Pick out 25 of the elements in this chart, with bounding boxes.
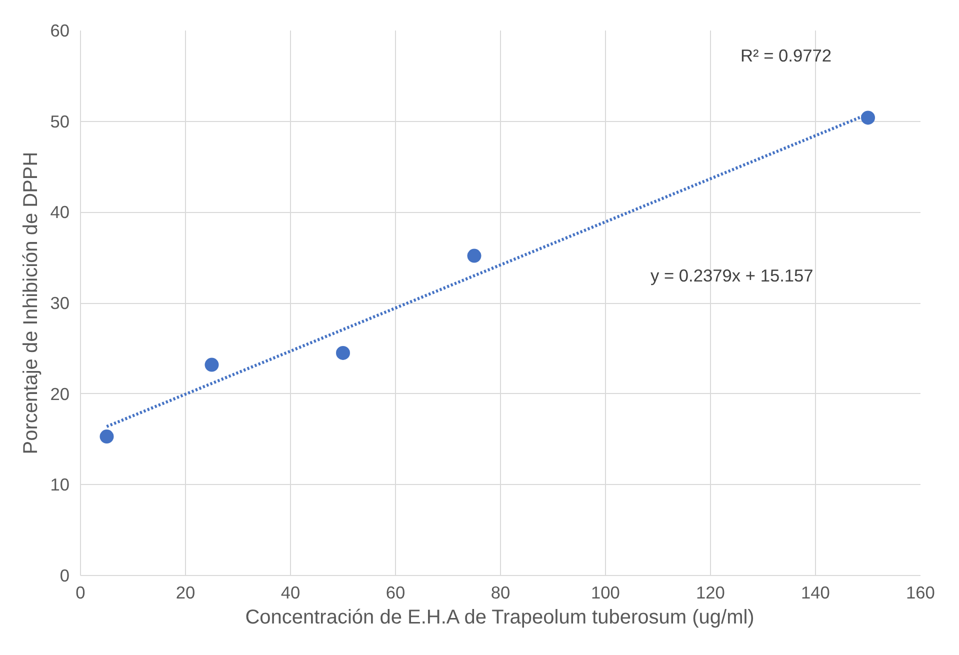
point [467, 248, 482, 263]
x-tick-label: 0 [76, 582, 86, 602]
point [336, 346, 350, 360]
y-tick-label: 10 [50, 474, 70, 495]
y-tick-label: 60 [50, 20, 70, 40]
x-tick-label: 40 [280, 582, 300, 602]
x-tick-label: 20 [176, 582, 196, 602]
y-axis-title: Porcentaje de Inhibición de DPPH [20, 152, 42, 454]
point [861, 110, 875, 125]
annotation: y = 0.2379x + 15.157 [650, 266, 814, 286]
x-tick-label: 60 [386, 582, 406, 602]
x-tick-label: 100 [591, 582, 620, 602]
x-axis-title: Concentración de E.H.A de Trapeolum tuberosum (ug/ml) [245, 606, 754, 628]
point [100, 430, 114, 444]
x-tick-label: 140 [801, 582, 830, 602]
y-tick-label: 40 [50, 202, 70, 222]
x-tick-label: 80 [490, 582, 510, 602]
y-tick-label: 0 [60, 566, 70, 586]
y-tick-label: 30 [50, 293, 70, 313]
y-tick-label: 20 [50, 384, 70, 404]
x-tick-label: 120 [696, 582, 725, 602]
point [204, 358, 219, 372]
x-tick-label: 160 [906, 582, 935, 602]
annotation: R² = 0.9772 [740, 46, 832, 66]
y-tick-label: 50 [50, 111, 70, 132]
